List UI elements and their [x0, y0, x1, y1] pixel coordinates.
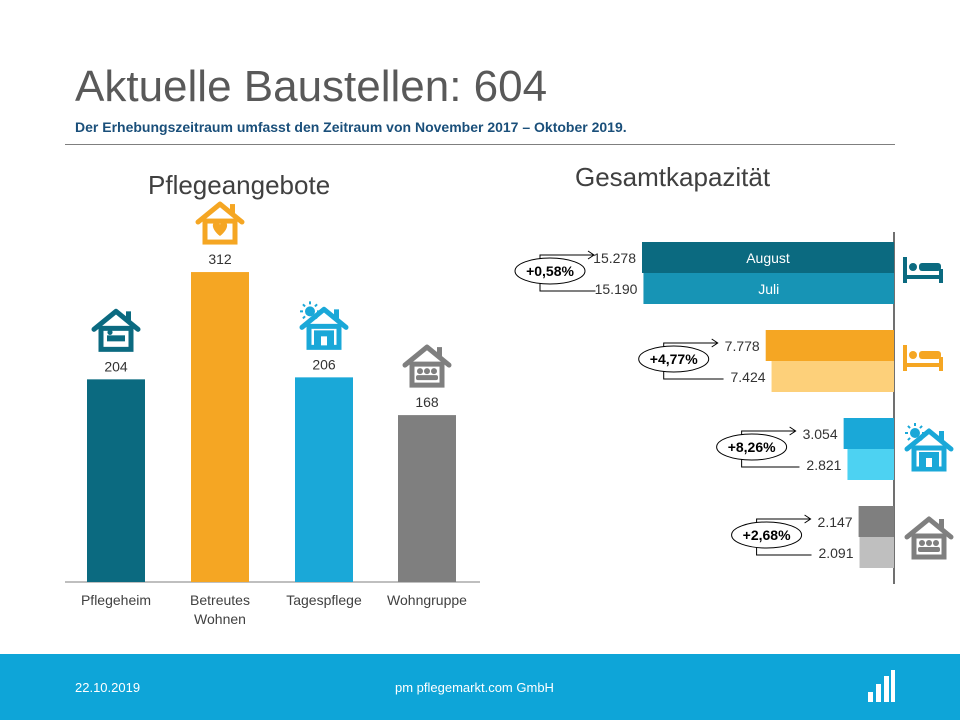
bar — [771, 361, 894, 392]
bed-icon — [903, 257, 943, 283]
change-badge — [514, 257, 586, 285]
change-label: +4,77% — [650, 351, 698, 367]
connector-line — [741, 457, 800, 468]
data-label: 2.091 — [818, 545, 853, 561]
assisted-living-heart-house-icon — [195, 201, 245, 245]
page-title: Aktuelle Baustellen: 604 — [75, 62, 548, 111]
bar — [87, 379, 145, 582]
bar — [191, 272, 249, 582]
data-label: 7.778 — [725, 338, 760, 354]
bar — [859, 537, 894, 568]
left-chart-title: Pflegeangebote — [148, 170, 331, 200]
bed-icon — [903, 345, 943, 371]
data-label: 2.821 — [806, 457, 841, 473]
bar — [843, 418, 894, 449]
connector-arrow — [789, 426, 797, 436]
data-label: 3.054 — [803, 426, 838, 442]
change-label: +0,58% — [526, 263, 574, 279]
bar — [847, 449, 894, 480]
bar — [643, 273, 894, 304]
shared-flat-house-icon — [402, 344, 452, 388]
right-chart-title: Gesamtkapazität — [575, 162, 771, 192]
connector-line — [756, 545, 812, 556]
data-label: 15.278 — [593, 250, 636, 266]
bar — [295, 377, 353, 582]
pflegeangebote-bar-chart: 204 Pflegeheim 312 Betreutes Wohnen 206 Tagesp… — [65, 201, 954, 627]
nursing-home-icon — [91, 308, 141, 352]
data-label: 2.147 — [818, 514, 853, 530]
tick-label: Tagespflege — [286, 592, 362, 608]
tick-label: Betreutes — [190, 592, 250, 608]
connector-arrow — [587, 250, 595, 260]
connector-arrow — [804, 514, 812, 524]
tick-label: Pflegeheim — [81, 592, 151, 608]
change-label: +2,68% — [743, 527, 791, 543]
footer-company: pm pflegemarkt.com GmbH — [395, 680, 554, 695]
change-badge — [731, 521, 803, 549]
tick-label: Wohnen — [194, 611, 246, 627]
page-subtitle: Der Erhebungszeitraum umfasst den Zeitra… — [75, 119, 627, 135]
footer-date: 22.10.2019 — [75, 680, 141, 695]
change-badge — [638, 345, 710, 373]
footer-bar: 22.10.2019 pm pflegemarkt.com GmbH — [0, 654, 960, 720]
data-label: 312 — [208, 251, 232, 267]
change-badge — [716, 433, 788, 461]
day-care-sun-house-icon — [904, 423, 954, 472]
series-label-juli: Juli — [758, 281, 779, 297]
day-care-sun-house-icon — [299, 301, 349, 350]
bar — [642, 242, 894, 273]
bar — [398, 415, 456, 582]
data-label: 204 — [104, 358, 128, 374]
bar — [858, 506, 894, 537]
connector-line — [663, 369, 724, 380]
company-logo-icon — [868, 670, 895, 702]
shared-flat-house-icon — [904, 516, 954, 560]
bar — [765, 330, 894, 361]
data-label: 7.424 — [730, 369, 765, 385]
data-label: 15.190 — [595, 281, 638, 297]
data-label: 206 — [312, 356, 336, 372]
connector-line — [539, 281, 596, 292]
data-label: 168 — [415, 394, 439, 410]
title-divider — [65, 144, 895, 145]
tick-label: Wohngruppe — [387, 592, 467, 608]
change-label: +8,26% — [728, 439, 776, 455]
series-label-august: August — [746, 250, 790, 266]
connector-arrow — [711, 338, 719, 348]
